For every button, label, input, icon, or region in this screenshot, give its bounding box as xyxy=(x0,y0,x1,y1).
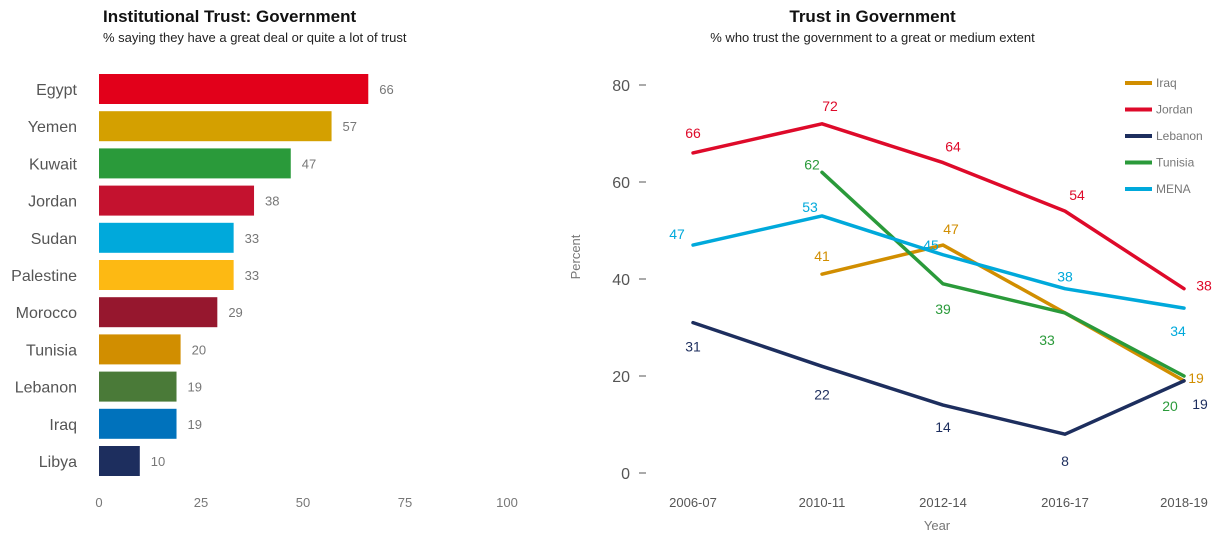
data-label: 47 xyxy=(943,221,959,237)
series-line-lebanon xyxy=(691,320,1186,436)
data-label: 19 xyxy=(1192,396,1208,412)
bar-value-label: 33 xyxy=(245,268,259,283)
data-label: 66 xyxy=(685,125,701,141)
category-label: Libya xyxy=(39,454,77,471)
bar-value-label: 10 xyxy=(151,454,165,469)
x-tick-label: 100 xyxy=(496,495,518,510)
x-tick-label: 75 xyxy=(398,495,412,510)
bar-value-label: 33 xyxy=(245,231,259,246)
data-label: 38 xyxy=(1196,278,1212,294)
bar-value-label: 19 xyxy=(188,417,202,432)
bar-chart-panel: Institutional Trust: Government % saying… xyxy=(0,0,600,534)
x-tick-label: 50 xyxy=(296,495,310,510)
x-tick-label: 2016-17 xyxy=(1041,495,1089,510)
legend-label: Jordan xyxy=(1156,103,1193,117)
bar xyxy=(99,148,291,179)
category-label: Kuwait xyxy=(29,156,78,173)
x-tick-label: 2012-14 xyxy=(919,495,967,510)
category-label: Iraq xyxy=(49,417,77,434)
bar-chart-plot: Egypt 66 Yemen 57 Kuwait 47 Jordan 38 Sudan 33 Pal… xyxy=(11,74,518,510)
bar xyxy=(99,260,234,290)
category-label: Jordan xyxy=(28,194,77,211)
x-tick-label: 0 xyxy=(95,495,102,510)
category-label: Yemen xyxy=(28,119,77,136)
bar xyxy=(99,334,181,365)
series-line-mena xyxy=(691,214,1186,310)
bar-chart-title: Institutional Trust: Government xyxy=(103,7,357,26)
bar xyxy=(99,222,234,253)
x-tick-label: 2018-19 xyxy=(1160,495,1208,510)
category-label: Lebanon xyxy=(15,380,77,397)
bar-value-label: 20 xyxy=(192,342,206,357)
category-label: Egypt xyxy=(36,82,77,99)
data-label: 72 xyxy=(822,98,838,114)
bar-value-label: 38 xyxy=(265,194,279,209)
bar-value-label: 66 xyxy=(379,82,393,97)
category-label: Sudan xyxy=(31,231,77,248)
y-tick-label: 0 xyxy=(621,466,630,483)
data-label: 34 xyxy=(1170,323,1186,339)
data-label: 20 xyxy=(1162,398,1178,414)
bar xyxy=(99,297,218,328)
category-label: Morocco xyxy=(16,305,77,322)
bar xyxy=(99,111,332,142)
bar xyxy=(99,408,177,439)
line-chart-subtitle: % who trust the government to a great or… xyxy=(710,30,1035,45)
category-label: Palestine xyxy=(11,268,77,285)
data-label: 33 xyxy=(1039,332,1055,348)
y-tick-label: 40 xyxy=(612,272,630,289)
data-label: 38 xyxy=(1057,269,1073,285)
legend-label: Lebanon xyxy=(1156,129,1203,143)
y-tick-label: 20 xyxy=(612,369,630,386)
data-label: 53 xyxy=(802,199,818,215)
x-tick-label: 2010-11 xyxy=(799,495,846,510)
bar xyxy=(99,371,177,402)
bar-value-label: 47 xyxy=(302,156,316,171)
bar-chart-subtitle: % saying they have a great deal or quite… xyxy=(103,30,407,45)
data-label: 54 xyxy=(1069,187,1085,203)
series-line-jordan xyxy=(691,122,1186,291)
series-line-iraq xyxy=(820,243,1186,383)
line-chart-title: Trust in Government xyxy=(789,7,956,26)
data-label: 8 xyxy=(1061,453,1069,469)
legend-label: MENA xyxy=(1156,182,1191,196)
bar-value-label: 19 xyxy=(188,380,202,395)
bar-value-label: 57 xyxy=(343,119,357,134)
category-label: Tunisia xyxy=(26,342,77,359)
x-tick-label: 2006-07 xyxy=(669,495,717,510)
data-label: 64 xyxy=(945,139,961,155)
x-tick-label: 25 xyxy=(194,495,208,510)
data-label: 19 xyxy=(1188,370,1204,386)
data-label: 62 xyxy=(804,156,820,172)
series-line-tunisia xyxy=(820,170,1186,378)
legend-label: Tunisia xyxy=(1156,156,1195,170)
y-tick-label: 60 xyxy=(612,175,630,192)
data-label: 47 xyxy=(669,226,685,242)
bar xyxy=(99,74,369,104)
y-axis-label: Percent xyxy=(568,234,583,279)
legend-label: Iraq xyxy=(1156,76,1177,90)
bar xyxy=(99,446,140,476)
line-chart-panel: Trust in Government % who trust the gove… xyxy=(560,0,1213,534)
y-tick-label: 80 xyxy=(612,78,630,95)
data-label: 45 xyxy=(923,237,939,253)
x-axis-label: Year xyxy=(924,518,951,533)
data-label: 39 xyxy=(935,301,951,317)
data-label: 31 xyxy=(685,339,701,355)
bar xyxy=(99,185,255,216)
bar-value-label: 29 xyxy=(228,305,242,320)
data-label: 14 xyxy=(935,419,951,435)
data-label: 22 xyxy=(814,386,830,402)
data-label: 41 xyxy=(814,248,830,264)
